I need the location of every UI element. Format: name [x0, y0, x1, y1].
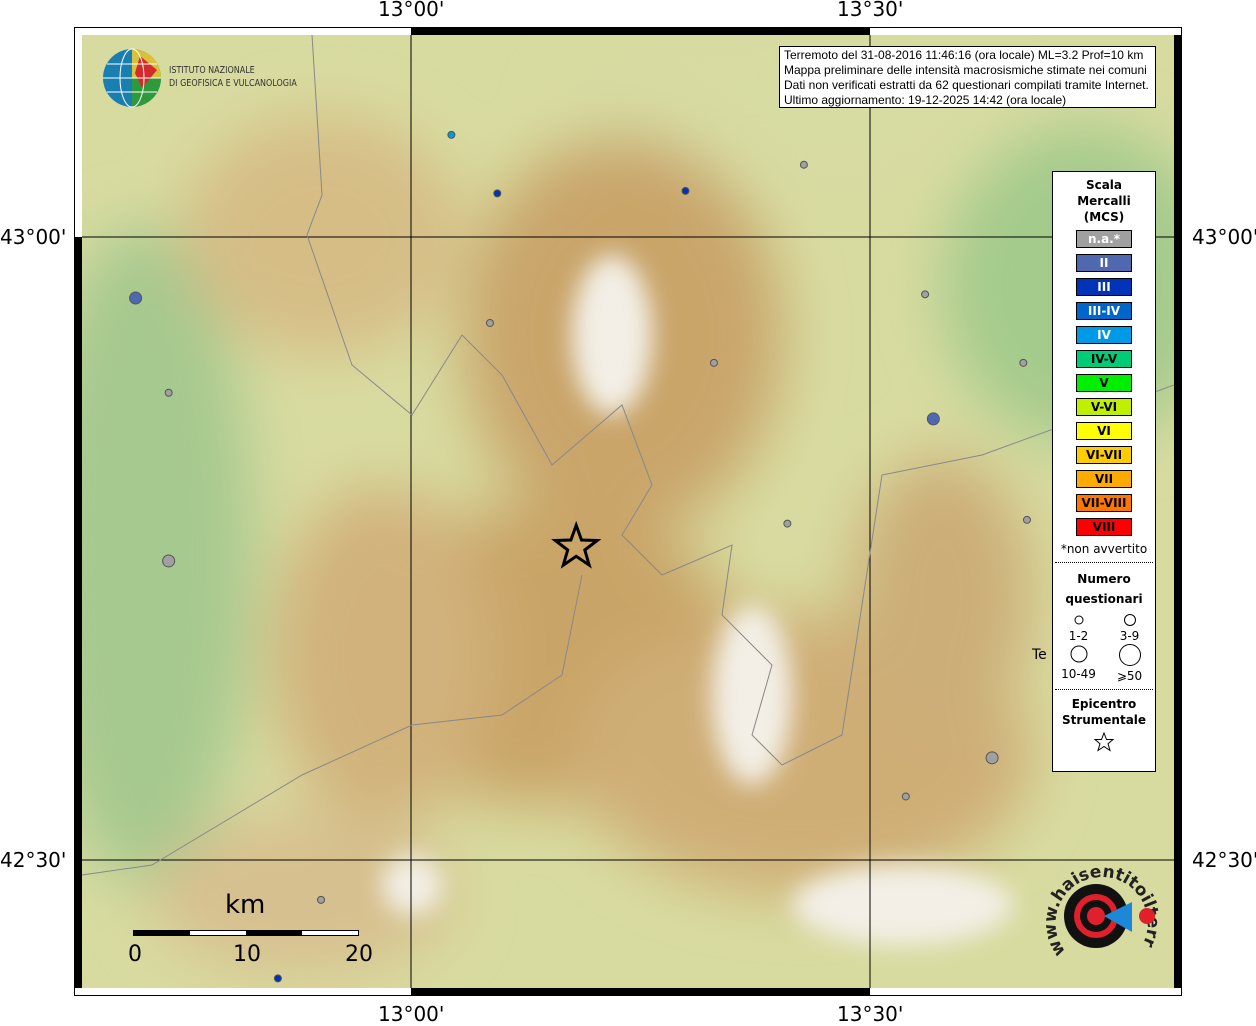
legend-swatch-iv-v: IV-V: [1076, 350, 1132, 368]
intensity-point[interactable]: [485, 318, 494, 327]
count-title: questionari: [1065, 592, 1143, 606]
legend: Scala Mercalli (MCS) n.a.* II III III-IV IV I…: [1052, 171, 1156, 772]
graticule: [82, 35, 1174, 988]
lat-tick-left-1: 43°00': [0, 225, 67, 249]
circle-icon: [1123, 614, 1136, 626]
epicenter-title: Epicentro: [1071, 697, 1137, 711]
count-label: 3-9: [1119, 629, 1140, 643]
intensity-point[interactable]: [901, 792, 910, 801]
epicenter-star: [551, 520, 602, 569]
legend-swatch-viii: VIII: [1076, 518, 1132, 536]
terrain: [82, 35, 1174, 988]
legend-title: (MCS): [1083, 210, 1125, 224]
map-area[interactable]: [82, 35, 1174, 988]
frame-segment: [411, 27, 870, 35]
count-title: Numero: [1077, 572, 1131, 586]
info-line-1: Terremoto del 31-08-2016 11:46:16 (ora l…: [784, 48, 1144, 62]
count-50: ⩾50: [1104, 643, 1155, 683]
circle-icon: [1070, 645, 1087, 663]
legend-swatch-iii: III: [1076, 278, 1132, 296]
count-1-2: 1-2: [1053, 613, 1104, 643]
intensity-point[interactable]: [1019, 358, 1028, 367]
target-icon: www.haisentitoilterremoto.it: [1027, 837, 1163, 960]
divider: [1055, 562, 1153, 563]
intensity-point[interactable]: [317, 895, 326, 904]
frame-segment: [1174, 35, 1182, 237]
intensity-point[interactable]: [926, 412, 940, 426]
frame-segment: [74, 860, 82, 988]
count-label: 10-49: [1061, 667, 1096, 681]
divider: [1055, 689, 1153, 690]
intensity-point[interactable]: [162, 554, 176, 568]
scale-label: 10: [233, 942, 261, 967]
lon-tick-top-1: 13°00': [378, 0, 445, 21]
legend-swatch-v: V: [1076, 374, 1132, 392]
circle-icon: [1118, 644, 1141, 666]
legend-title: Mercalli: [1077, 194, 1131, 208]
lat-tick-left-2: 42°30': [0, 848, 67, 872]
town-label: Te: [1032, 647, 1047, 663]
legend-title: Scala: [1085, 178, 1123, 192]
intensity-point[interactable]: [493, 189, 502, 198]
count-label: 1-2: [1068, 629, 1089, 643]
intensity-point[interactable]: [447, 130, 456, 139]
lon-tick-bottom-2: 13°30': [837, 1002, 904, 1026]
count-3-9: 3-9: [1104, 613, 1155, 643]
circle-icon: [1074, 615, 1083, 625]
event-info-box: Terremoto del 31-08-2016 11:46:16 (ora l…: [779, 46, 1156, 108]
intensity-point[interactable]: [985, 751, 999, 765]
scale-bar-graphic: [133, 930, 359, 936]
intensity-swatches: n.a.* II III III-IV IV IV-V V V-VI VI VI-VII VII VI…: [1053, 230, 1155, 536]
scale-label: 20: [345, 942, 373, 967]
scale-unit: km: [225, 890, 266, 920]
legend-swatch-v-vi: V-VI: [1076, 398, 1132, 416]
logo-line-1: ISTITUTO NAZIONALE: [169, 65, 255, 76]
info-line-3: Dati non verificati estratti da 62 quest…: [784, 78, 1149, 92]
intensity-point[interactable]: [709, 358, 718, 367]
info-line-4: Ultimo aggiornamento: 19-12-2025 14:42 (…: [784, 93, 1067, 107]
legend-swatch-na: n.a.*: [1076, 230, 1132, 248]
ingv-logo: [102, 48, 162, 108]
info-line-2: Mappa preliminare delle intensità macros…: [784, 63, 1147, 77]
ingv-logo-text: ISTITUTO NAZIONALE DI GEOFISICA E VULCAN…: [169, 64, 297, 90]
epicenter-title: Strumentale: [1061, 713, 1147, 727]
lat-tick-right-1: 43°00': [1192, 225, 1256, 249]
frame-segment: [1174, 860, 1182, 988]
epicenter-star-icon[interactable]: [551, 520, 602, 569]
count-10-49: 10-49: [1053, 643, 1104, 683]
legend-swatch-vi: VI: [1076, 422, 1132, 440]
frame-segment: [411, 988, 870, 996]
lon-tick-top-2: 13°30': [837, 0, 904, 21]
intensity-points: [129, 130, 1031, 983]
scale-bar: km 0 10 20: [128, 890, 373, 970]
lon-tick-bottom-1: 13°00': [378, 1002, 445, 1026]
scale-label: 0: [128, 942, 142, 967]
haisentito-badge[interactable]: www.haisentitoilterremoto.it: [1027, 837, 1163, 978]
na-note: *non avvertito: [1060, 542, 1148, 556]
intensity-point[interactable]: [681, 186, 690, 195]
lat-tick-right-2: 42°30': [1192, 848, 1256, 872]
frame-segment: [74, 237, 82, 860]
intensity-point[interactable]: [1022, 515, 1031, 524]
intensity-point[interactable]: [799, 160, 808, 169]
count-label: ⩾50: [1116, 669, 1143, 683]
intensity-point[interactable]: [164, 388, 173, 397]
intensity-point[interactable]: [921, 290, 930, 299]
legend-swatch-ii: II: [1076, 254, 1132, 272]
intensity-point[interactable]: [129, 291, 143, 305]
frame-segment: [1174, 237, 1182, 860]
logo-line-2: DI GEOFISICA E VULCANOLOGIA: [169, 78, 297, 89]
intensity-point[interactable]: [273, 974, 282, 983]
legend-swatch-vii-viii: VII-VIII: [1076, 494, 1132, 512]
legend-swatch-iii-iv: III-IV: [1076, 302, 1132, 320]
legend-swatch-vii: VII: [1076, 470, 1132, 488]
region-border: [306, 35, 1174, 766]
intensity-point[interactable]: [783, 519, 792, 528]
region-border: [82, 574, 583, 876]
legend-swatch-vi-vii: VI-VII: [1076, 446, 1132, 464]
legend-swatch-iv: IV: [1076, 326, 1132, 344]
star-icon: [1093, 731, 1115, 752]
